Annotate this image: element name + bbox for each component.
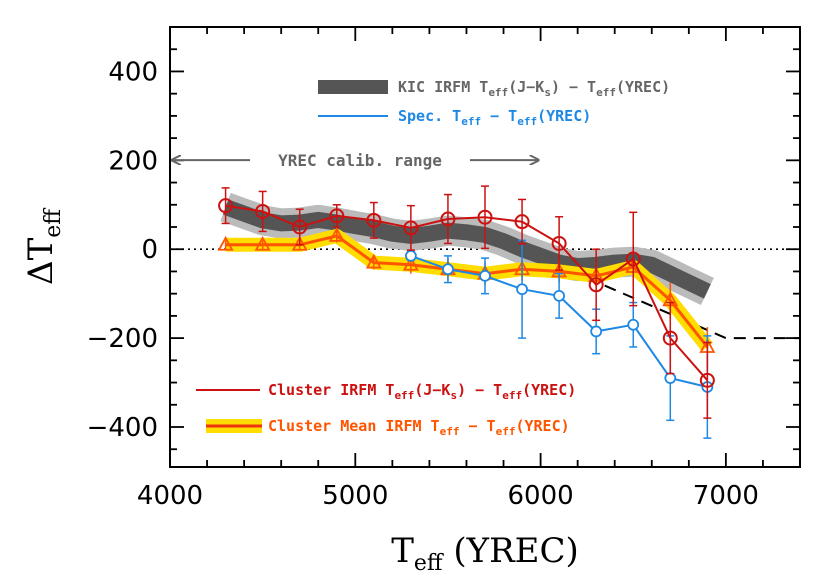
- y-tick-label: 400: [108, 57, 158, 87]
- cluster-point: [329, 208, 345, 224]
- spec-point: [516, 283, 528, 296]
- spec-point: [664, 372, 677, 385]
- x-tick-label: 7000: [693, 481, 759, 511]
- plot-frame: [169, 26, 801, 468]
- cluster-mean-line: [225, 234, 709, 348]
- cluster-legend-label: Cluster IRFM Teff(J−Ks) − Teff(YREC): [268, 381, 576, 402]
- calib-range-label: YREC calib. range: [278, 151, 442, 170]
- calib-range-annotation: YREC calib. range: [172, 151, 539, 170]
- cluster-point: [588, 277, 604, 293]
- cluster-point: [292, 219, 308, 235]
- cluster-mean-point: [217, 235, 234, 251]
- spec-point: [442, 263, 454, 276]
- spec-point: [590, 325, 603, 338]
- x-tick-label: 5000: [322, 481, 388, 511]
- cluster-mean-point: [365, 253, 382, 269]
- axes: 4000 5000 6000 7000 −400 −200 0 200 400: [87, 26, 801, 511]
- legend-bottom: Cluster IRFM Teff(J−Ks) − Teff(YREC) Clus…: [196, 381, 576, 438]
- cluster-point: [403, 220, 419, 236]
- cluster-mean-point: [328, 226, 345, 242]
- cluster-mean-point: [402, 255, 419, 271]
- x-tick-label: 6000: [508, 481, 574, 511]
- cluster-point: [255, 203, 271, 219]
- plot-area: [170, 185, 800, 439]
- x-axis-label: Teff (YREC): [391, 531, 579, 576]
- spec-point: [553, 289, 566, 302]
- cluster-point: [477, 209, 493, 225]
- kic-legend-label: KIC IRFM Teff(J−Ks) − Teff(YREC): [398, 78, 670, 99]
- cluster-mean-legend-label: Cluster Mean IRFM Teff − Teff(YREC): [268, 417, 570, 438]
- y-tick-label: −400: [87, 413, 158, 443]
- y-tick-label: 0: [141, 235, 158, 265]
- cluster-point: [514, 214, 530, 230]
- cluster-point: [218, 198, 234, 214]
- x-tick-label: 4000: [137, 481, 203, 511]
- spec-point: [479, 269, 491, 282]
- y-tick-label: 200: [108, 146, 158, 176]
- spec-legend-label: Spec. Teff − Teff(YREC): [398, 107, 591, 128]
- cluster-point: [366, 212, 382, 228]
- legend-top: KIC IRFM Teff(J−Ks) − Teff(YREC) Spec. Te…: [318, 78, 670, 128]
- cluster-point: [551, 235, 567, 251]
- cluster-mean-point: [291, 235, 308, 251]
- spec-point: [404, 249, 417, 262]
- cluster-point: [662, 330, 678, 346]
- y-axis-label: ΔTeff: [21, 208, 66, 285]
- cluster-point: [625, 251, 641, 267]
- cluster-point: [699, 372, 715, 388]
- y-tick-label: −200: [87, 324, 158, 354]
- cluster-mean-point: [254, 235, 271, 251]
- cluster-point: [440, 211, 456, 227]
- spec-point: [627, 318, 640, 331]
